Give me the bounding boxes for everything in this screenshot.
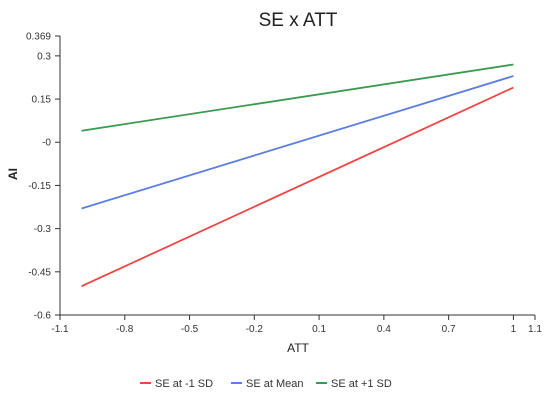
x-tick-label: 1.1 (528, 324, 542, 335)
x-axis-label: ATT (287, 341, 309, 355)
y-tick-label: 0.3 (37, 51, 51, 62)
x-ticks: -1.1 -0.8 -0.5 -0.2 0.1 0.4 0.7 1 1.1 (51, 315, 542, 335)
x-tick-label: 0.1 (312, 324, 326, 335)
y-ticks: -0.6 -0.45 -0.3 -0.15 -0 0.15 0.3 0.369 (26, 32, 60, 322)
y-tick-label: 0.369 (26, 32, 51, 43)
y-tick-label: -0.15 (28, 181, 51, 192)
series-line-2 (81, 75, 514, 210)
series-lines (81, 63, 514, 288)
x-tick-label: 0.7 (442, 324, 456, 335)
legend-label: SE at Mean (246, 378, 303, 390)
x-tick-label: 1 (511, 324, 517, 335)
series-line-3 (81, 63, 514, 132)
y-tick-label: -0.3 (34, 224, 52, 235)
y-tick-label: -0.6 (34, 311, 52, 322)
legend-label: SE at +1 SD (331, 378, 392, 390)
series-line-1 (81, 86, 514, 288)
x-tick-label: 0.4 (377, 324, 391, 335)
y-tick-label: -0 (42, 138, 51, 149)
x-tick-label: -0.5 (181, 324, 199, 335)
y-tick-label: -0.45 (28, 267, 51, 278)
legend: SE at -1 SD SE at Mean SE at +1 SD (140, 378, 392, 390)
legend-label: SE at -1 SD (155, 378, 213, 390)
x-tick-label: -0.8 (116, 324, 134, 335)
x-tick-label: -1.1 (51, 324, 69, 335)
y-axis-label: AI (6, 168, 20, 180)
x-tick-label: -0.2 (246, 324, 264, 335)
chart-title: SE x ATT (259, 10, 338, 31)
y-tick-label: 0.15 (32, 95, 52, 106)
